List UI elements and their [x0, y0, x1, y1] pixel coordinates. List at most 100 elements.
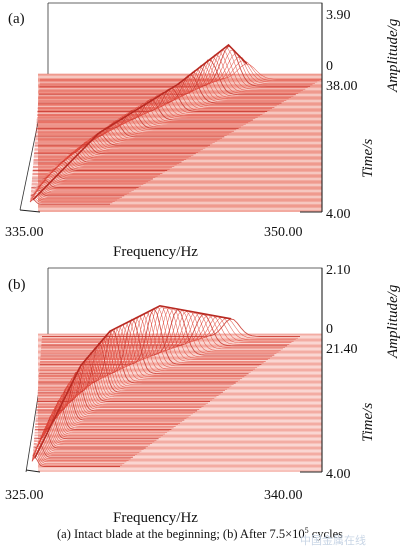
spectrum-trace	[33, 430, 144, 450]
spectrum-trace	[35, 117, 230, 135]
spectrum-trace	[34, 128, 215, 143]
caption-times: ×10	[285, 527, 305, 542]
x-tick-b-left: 325.00	[5, 488, 44, 503]
spectrum-trace	[32, 440, 135, 456]
spectrum-traces-a	[29, 43, 322, 205]
spectrum-trace	[38, 66, 289, 100]
panel-label-a: (a)	[8, 11, 25, 27]
spectrum-trace	[39, 316, 251, 373]
spectrum-trace	[31, 457, 120, 467]
spectrum-trace	[33, 151, 182, 163]
spectrum-trace	[36, 112, 237, 131]
spectrum-trace	[39, 321, 247, 376]
spectrum-trace	[33, 145, 191, 157]
spectrum-trace	[34, 135, 206, 149]
spectrum-trace	[40, 307, 268, 360]
spectrum-trace	[33, 146, 189, 159]
spectrum-trace	[35, 390, 180, 424]
spectrum-trace	[30, 193, 120, 199]
x-axis-b-left	[25, 469, 41, 473]
spectrum-trace	[35, 123, 222, 139]
spectrum-trace	[37, 85, 270, 111]
spectrum-trace	[37, 350, 217, 398]
spectrum-trace	[33, 428, 146, 449]
spectrum-trace	[33, 156, 175, 167]
spectrum-trace	[34, 137, 203, 150]
z-tick-a-bottom: 0	[326, 59, 333, 74]
spectrum-trace	[40, 306, 266, 362]
spectrum-trace	[35, 113, 234, 132]
spectrum-trace	[34, 413, 159, 440]
spectrum-trace	[38, 324, 243, 379]
spectrum-trace	[34, 139, 201, 152]
spectrum-trace	[32, 447, 129, 461]
spectrum-trace	[31, 452, 125, 464]
x-axis-label-a: Frequency/Hz	[113, 244, 198, 260]
spectrum-trace	[35, 125, 220, 140]
spectrum-trace	[29, 199, 110, 205]
spectrum-trace	[34, 130, 213, 145]
caption-exponent: 5	[304, 526, 309, 535]
spectrum-trace	[38, 56, 299, 94]
spectrum-trace	[33, 150, 184, 161]
spectrum-trace	[41, 315, 292, 343]
y-tick-a-bottom: 4.00	[326, 207, 351, 222]
y-axis-label-b: Time/s	[360, 403, 376, 442]
spectrum-trace	[32, 438, 138, 455]
spectrum-trace	[30, 196, 115, 202]
spectrum-trace	[30, 185, 132, 192]
figure-caption: (a) Intact blade at the beginning; (b) A…	[0, 526, 400, 542]
frame-top-b	[48, 267, 323, 334]
spectrum-trace	[31, 178, 141, 187]
spectrum-trace	[39, 52, 315, 84]
spectrum-trace	[35, 121, 225, 138]
spectrum-trace	[32, 157, 172, 168]
spectrum-trace	[37, 81, 275, 108]
spectrum-trace	[39, 51, 303, 91]
spectrum-trace	[33, 143, 194, 156]
spectrum-trace	[41, 314, 290, 345]
spectrum-trace	[33, 148, 187, 160]
spectrum-trace	[41, 317, 296, 340]
spectrum-trace	[33, 424, 150, 446]
x-tick-a-right: 350.00	[264, 225, 303, 240]
panel-a: (a) 3.90 0 38.00 4.00 335.00 350.00 Freq…	[5, 2, 400, 260]
spectrum-trace	[37, 78, 277, 107]
spectrum-trace	[39, 54, 301, 93]
spectrum-trace	[40, 306, 264, 364]
spectrum-trace	[32, 435, 140, 453]
spectrum-trace	[37, 93, 261, 116]
z-tick-b-bottom: 0	[326, 322, 333, 337]
y-axis-label-a: Time/s	[360, 139, 376, 178]
spectrum-trace	[37, 354, 213, 401]
spectrum-trace	[40, 309, 277, 354]
spectrum-trace	[33, 433, 142, 452]
spectrum-trace	[38, 327, 238, 382]
spectrum-trace	[36, 367, 202, 408]
spectrum-trace	[34, 132, 210, 146]
spectrum-trace	[35, 115, 232, 133]
spectrum-trace	[34, 142, 196, 155]
spectrum-trace	[31, 183, 134, 191]
spectrum-trace	[41, 313, 288, 347]
spectrum-trace	[40, 308, 275, 356]
z-tick-a-top: 3.90	[326, 8, 351, 23]
spectrum-trace	[41, 313, 283, 350]
spectrum-trace	[31, 454, 123, 466]
spectrum-trace	[30, 188, 127, 195]
spectrum-trace	[31, 177, 144, 185]
spectrum-trace	[40, 310, 279, 353]
x-tick-a-left: 335.00	[5, 225, 44, 240]
spectrum-trace	[38, 59, 296, 96]
spectrum-trace	[39, 49, 306, 90]
spectrum-trace	[30, 186, 130, 194]
spectrum-trace	[36, 359, 208, 404]
spectrum-trace	[33, 421, 153, 444]
spectrum-trace	[32, 442, 133, 458]
spectrum-trace	[36, 102, 249, 124]
caption-number: 7.5	[269, 527, 286, 542]
spectrum-trace	[37, 83, 272, 109]
spectrum-trace	[36, 362, 206, 405]
spectrum-trace	[32, 159, 170, 170]
